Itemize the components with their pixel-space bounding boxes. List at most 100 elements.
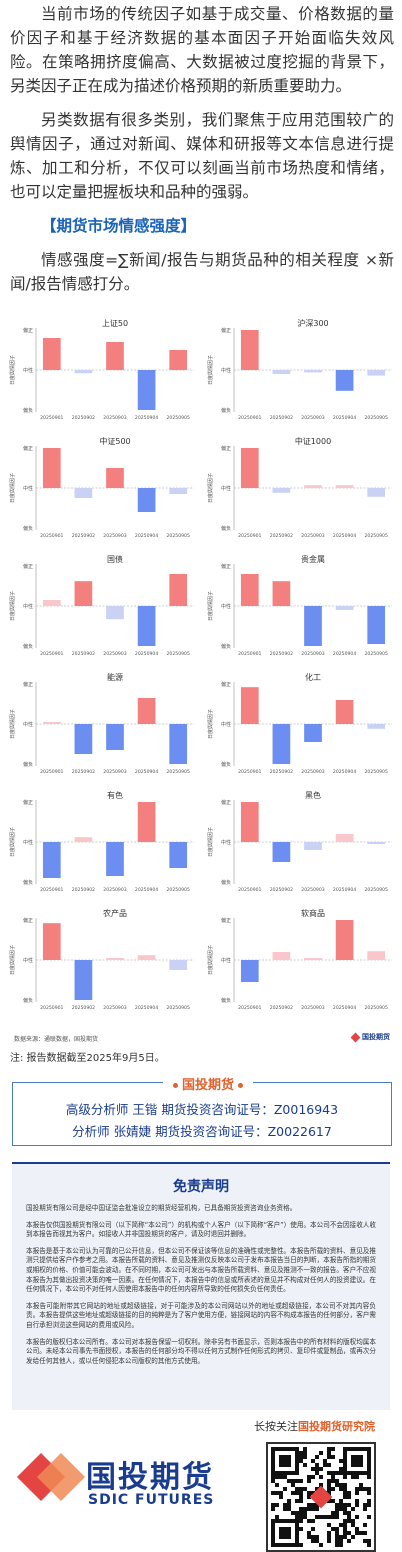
tick-label-top: 偏正 bbox=[221, 681, 231, 688]
x-tick-label: 20250904 bbox=[333, 533, 356, 539]
bar bbox=[106, 606, 124, 620]
sentiment-chart: 中证1000 日度舆情因子 偏正 中性 偏负 20250901 20250902 202509… bbox=[206, 434, 396, 546]
analyst-header-text: 国投期货 bbox=[182, 1078, 235, 1093]
bar bbox=[137, 370, 156, 410]
logo-diamond-icon bbox=[350, 1032, 361, 1042]
bar bbox=[169, 488, 188, 494]
tick-label-mid: 中性 bbox=[221, 839, 231, 846]
bar bbox=[137, 955, 156, 960]
x-tick-label: 20250901 bbox=[40, 1005, 63, 1011]
tick-label-bottom: 偏负 bbox=[221, 525, 231, 532]
logo-en: SDIC FUTURES bbox=[88, 1492, 215, 1508]
bar bbox=[335, 485, 354, 488]
bar bbox=[169, 574, 188, 606]
analyst-line-2: 分析师 张婧婕 期货投资咨询证号：Z0022617 bbox=[72, 1124, 332, 1139]
x-tick-label: 20250901 bbox=[238, 415, 261, 421]
bottom-banner: 国投期货 SDIC FUTURES 长按关注国投期货研究院 bbox=[0, 1412, 402, 1552]
tick-label-mid: 中性 bbox=[23, 721, 33, 728]
tick-label-top: 偏正 bbox=[221, 917, 231, 924]
bar bbox=[74, 370, 93, 374]
x-tick-label: 20250903 bbox=[301, 533, 324, 539]
bar bbox=[169, 960, 188, 970]
tick-label-bottom: 偏负 bbox=[23, 643, 33, 650]
tick-label-bottom: 偏负 bbox=[221, 761, 231, 768]
y-axis-label: 日度舆情因子 bbox=[207, 355, 214, 385]
x-tick-label: 20250904 bbox=[135, 533, 158, 539]
x-tick-label: 20250903 bbox=[103, 533, 126, 539]
chart-title: 沪深300 bbox=[297, 318, 328, 328]
qr-code[interactable] bbox=[266, 1442, 376, 1552]
tick-label-top: 偏正 bbox=[221, 563, 231, 570]
x-tick-label: 20250903 bbox=[301, 1005, 324, 1011]
sentiment-chart: 软商品 日度舆情因子 偏正 中性 偏负 20250901 20250902 20250903 2… bbox=[206, 906, 396, 1018]
sentiment-chart: 黑色 日度舆情因子 偏正 中性 偏负 20250901 20250902 20250903 20… bbox=[206, 788, 396, 900]
bar bbox=[137, 606, 156, 646]
y-axis-label: 日度舆情因子 bbox=[9, 827, 16, 857]
x-tick-label: 20250904 bbox=[135, 1005, 158, 1011]
bar bbox=[106, 342, 124, 370]
bar bbox=[74, 960, 93, 1000]
sentiment-chart: 农产品 日度舆情因子 偏正 中性 偏负 20250901 20250902 20250903 2… bbox=[8, 906, 198, 1018]
disclaimer-paragraph: 本报告仅供国投期货有限公司（以下简称“本公司”）的机构或个人客户（以下简称“客户… bbox=[26, 1220, 376, 1239]
x-tick-label: 20250902 bbox=[270, 651, 293, 657]
tick-label-bottom: 偏负 bbox=[23, 525, 33, 532]
bar bbox=[137, 802, 156, 842]
bar bbox=[240, 960, 259, 982]
x-tick-label: 20250905 bbox=[167, 651, 190, 657]
bar bbox=[304, 370, 322, 373]
tick-label-bottom: 偏负 bbox=[221, 879, 231, 886]
sentiment-chart: 中证500 日度舆情因子 偏正 中性 偏负 20250901 20250902 2025090… bbox=[8, 434, 198, 546]
tick-label-top: 偏正 bbox=[221, 327, 231, 334]
bar bbox=[367, 724, 386, 729]
bar bbox=[169, 842, 188, 868]
bar bbox=[335, 920, 354, 960]
source-logo-text: 国投期货 bbox=[362, 1033, 390, 1041]
bar bbox=[240, 802, 259, 842]
sentiment-chart: 上证50 日度舆情因子 偏正 中性 偏负 20250901 20250902 20250903… bbox=[8, 316, 198, 428]
disclaimer-paragraph: 本报告的版权归本公司所有。本公司对本报告保留一切权利。除非另有书面显示，否则本报… bbox=[26, 1337, 376, 1365]
tick-label-mid: 中性 bbox=[221, 957, 231, 964]
bar bbox=[42, 722, 61, 724]
tick-label-mid: 中性 bbox=[23, 603, 33, 610]
disclaimer-paragraph: 本报告是基于本公司认为可靠的已公开信息，但本公司不保证该等信息的准确性或完整性。… bbox=[26, 1246, 376, 1294]
chart-title: 化工 bbox=[305, 672, 321, 682]
y-axis-label: 日度舆情因子 bbox=[207, 591, 214, 621]
x-tick-label: 20250904 bbox=[333, 1005, 356, 1011]
x-tick-label: 20250901 bbox=[40, 651, 63, 657]
bar bbox=[106, 724, 124, 750]
disclaimer-paragraph: 本报告可能附带其它网站的地址或超级链接，对于可能涉及的本公司网站以外的地址或超级… bbox=[26, 1301, 376, 1329]
tick-label-top: 偏正 bbox=[23, 563, 33, 570]
tick-label-bottom: 偏负 bbox=[23, 761, 33, 768]
tick-label-mid: 中性 bbox=[23, 839, 33, 846]
x-tick-label: 20250901 bbox=[40, 769, 63, 775]
chart-title: 能源 bbox=[107, 672, 123, 682]
x-tick-label: 20250901 bbox=[40, 887, 63, 893]
x-tick-label: 20250902 bbox=[72, 533, 95, 539]
x-tick-label: 20250904 bbox=[135, 887, 158, 893]
bar bbox=[42, 338, 61, 370]
x-tick-label: 20250905 bbox=[365, 415, 388, 421]
tick-label-top: 偏正 bbox=[23, 445, 33, 452]
bar bbox=[137, 698, 156, 724]
bar bbox=[304, 485, 322, 488]
bar bbox=[42, 448, 61, 488]
sentiment-chart: 国债 日度舆情因子 偏正 中性 偏负 20250901 20250902 20250903 20… bbox=[8, 552, 198, 664]
x-tick-label: 20250905 bbox=[167, 533, 190, 539]
tick-label-bottom: 偏负 bbox=[221, 407, 231, 414]
bar bbox=[42, 923, 61, 960]
y-axis-label: 日度舆情因子 bbox=[207, 473, 214, 503]
y-axis-label: 日度舆情因子 bbox=[9, 709, 16, 739]
y-axis-label: 日度舆情因子 bbox=[207, 827, 214, 857]
sentiment-chart: 沪深300 日度舆情因子 偏正 中性 偏负 20250901 20250902 2025090… bbox=[206, 316, 396, 428]
y-axis-label: 日度舆情因子 bbox=[9, 473, 16, 503]
tick-label-top: 偏正 bbox=[221, 445, 231, 452]
x-tick-label: 20250902 bbox=[72, 651, 95, 657]
logo-cn: 国投期货 bbox=[86, 1460, 214, 1495]
x-tick-label: 20250905 bbox=[365, 1005, 388, 1011]
y-axis-label: 日度舆情因子 bbox=[9, 945, 16, 975]
chart-title: 贵金属 bbox=[301, 554, 325, 564]
